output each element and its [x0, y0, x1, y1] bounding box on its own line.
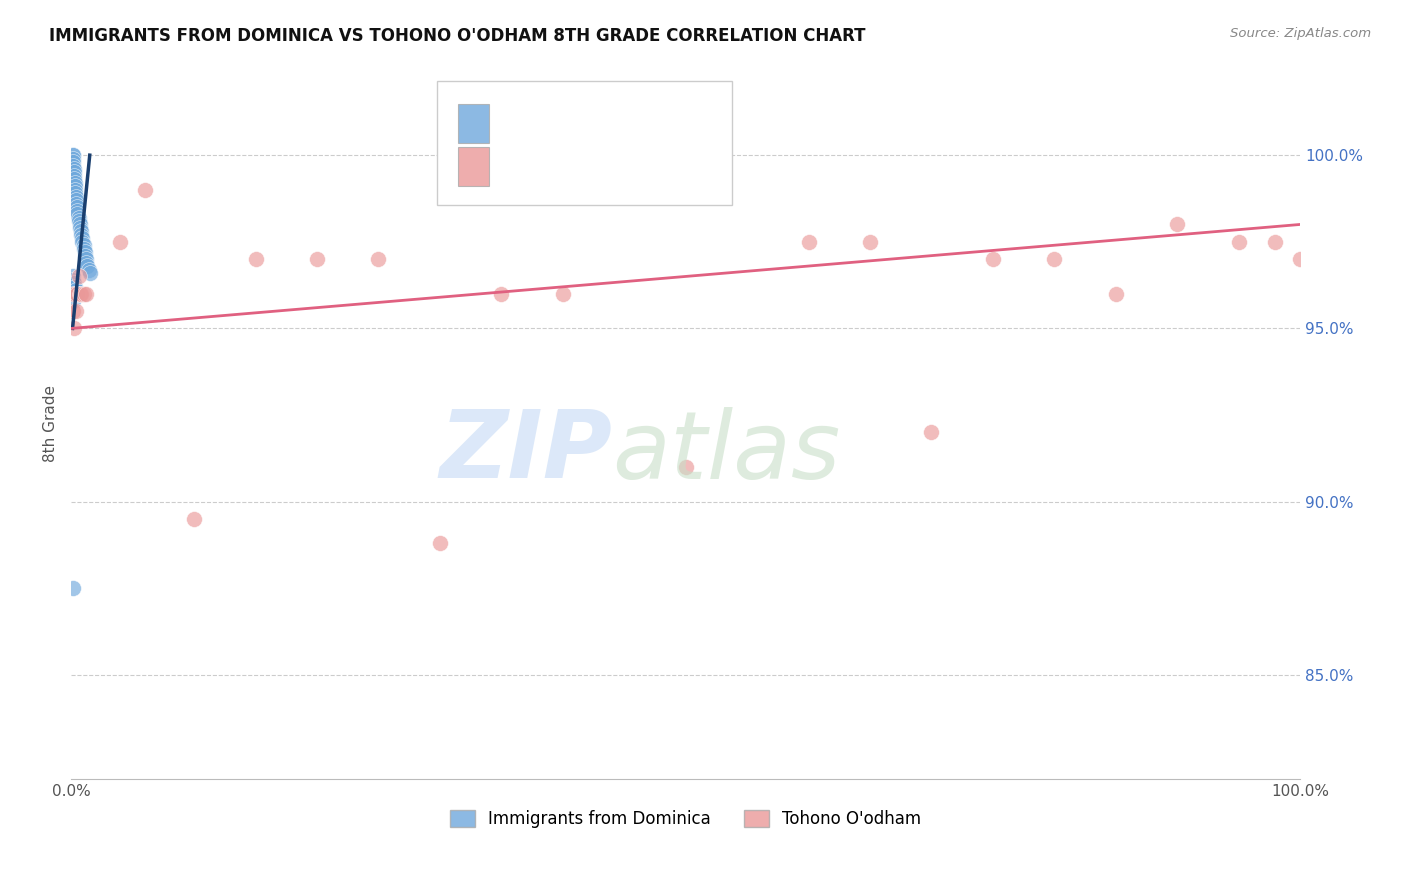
Point [62, 286, 84, 301]
Point [67, 211, 90, 225]
Point [920, 425, 942, 440]
Text: R =: R = [499, 152, 531, 169]
Text: 45: 45 [602, 103, 627, 120]
Text: IMMIGRANTS FROM DOMINICA VS TOHONO O'ODHAM 8TH GRADE CORRELATION CHART: IMMIGRANTS FROM DOMINICA VS TOHONO O'ODH… [49, 27, 866, 45]
Point [797, 235, 820, 249]
Point [66, 286, 89, 301]
Point [63, 176, 86, 190]
Point [73, 245, 96, 260]
Point [63, 286, 86, 301]
Point [62, 152, 84, 166]
Point [859, 235, 882, 249]
Point [72, 286, 94, 301]
Point [63, 183, 86, 197]
Point [65, 193, 87, 207]
Point [491, 286, 513, 301]
Point [66, 203, 89, 218]
Point [110, 235, 132, 249]
Point [66, 286, 89, 301]
FancyBboxPatch shape [458, 146, 489, 186]
Point [245, 252, 267, 266]
Text: N =: N = [575, 152, 609, 169]
Point [69, 218, 91, 232]
Point [63, 186, 86, 201]
Point [62, 155, 84, 169]
Point [77, 262, 100, 277]
Point [134, 183, 156, 197]
Point [73, 249, 96, 263]
Point [65, 196, 87, 211]
Point [63, 280, 86, 294]
Text: atlas: atlas [612, 407, 841, 498]
Point [62, 172, 84, 186]
Point [62, 165, 84, 179]
Point [76, 259, 98, 273]
Point [62, 293, 84, 308]
Point [1227, 235, 1250, 249]
Point [62, 290, 84, 304]
Point [1166, 218, 1188, 232]
Point [65, 283, 87, 297]
Point [183, 512, 205, 526]
Point [981, 252, 1004, 266]
FancyBboxPatch shape [458, 104, 489, 143]
Point [72, 238, 94, 252]
Point [429, 536, 451, 550]
Point [67, 214, 90, 228]
Point [551, 286, 574, 301]
Point [72, 231, 94, 245]
Text: Source: ZipAtlas.com: Source: ZipAtlas.com [1230, 27, 1371, 40]
Point [79, 266, 101, 280]
Legend: Immigrants from Dominica, Tohono O'odham: Immigrants from Dominica, Tohono O'odham [443, 803, 928, 835]
Point [62, 304, 84, 318]
Text: ZIP: ZIP [439, 406, 612, 498]
Point [69, 221, 91, 235]
Point [62, 159, 84, 173]
Point [69, 286, 91, 301]
Point [63, 179, 86, 194]
Point [62, 582, 84, 596]
Point [62, 273, 84, 287]
Point [70, 286, 93, 301]
Text: 31: 31 [602, 152, 627, 169]
Point [367, 252, 389, 266]
Point [62, 169, 84, 183]
Point [307, 252, 329, 266]
Point [1264, 235, 1286, 249]
Point [62, 161, 84, 176]
Text: 0.447: 0.447 [523, 103, 581, 120]
Point [62, 269, 84, 284]
Text: 0.371: 0.371 [523, 152, 581, 169]
Y-axis label: 8th Grade: 8th Grade [44, 385, 58, 462]
Point [1289, 252, 1312, 266]
Point [62, 148, 84, 162]
Point [66, 200, 89, 214]
Point [1105, 286, 1128, 301]
Point [72, 235, 94, 249]
Point [62, 321, 84, 335]
Text: R =: R = [499, 103, 531, 120]
Text: N =: N = [575, 103, 609, 120]
Point [62, 277, 84, 291]
Point [70, 224, 93, 238]
Point [70, 227, 93, 242]
Point [75, 252, 97, 266]
Point [75, 255, 97, 269]
Point [67, 269, 90, 284]
Point [65, 190, 87, 204]
Point [72, 242, 94, 256]
Point [66, 207, 89, 221]
Point [1043, 252, 1066, 266]
Point [675, 460, 697, 475]
Point [62, 148, 84, 162]
Point [75, 286, 97, 301]
FancyBboxPatch shape [437, 80, 733, 205]
Point [65, 304, 87, 318]
